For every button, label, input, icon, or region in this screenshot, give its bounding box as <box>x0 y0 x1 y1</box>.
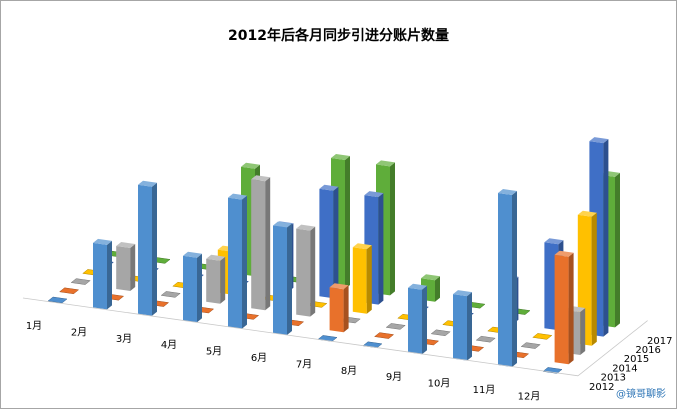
bar-2012-10月 <box>453 290 472 361</box>
bar-2012-11月 <box>498 189 517 367</box>
watermark: @镜哥聊影 <box>616 389 666 400</box>
month-label: 8月 <box>341 365 357 377</box>
bar-2012-2月 <box>93 238 112 310</box>
series-label: 2015 <box>624 354 649 365</box>
bar-2014-9月 <box>430 329 451 337</box>
series-label: 2013 <box>601 373 626 384</box>
month-label: 5月 <box>206 346 222 358</box>
month-label: 9月 <box>386 371 402 383</box>
series-label: 2017 <box>647 336 672 347</box>
month-label: 11月 <box>473 384 496 396</box>
bar-2014-8月 <box>385 323 406 330</box>
bar-2012-4月 <box>183 251 202 323</box>
bar-2014-4月 <box>206 254 226 304</box>
bar-2016-6月 <box>319 184 339 299</box>
month-label: 4月 <box>161 339 177 351</box>
bar-2014-11月 <box>520 342 541 349</box>
bar-2014-2月 <box>116 242 136 291</box>
bar-2012-5月 <box>228 193 247 329</box>
bar-2014-6月 <box>296 224 316 317</box>
month-label: 3月 <box>116 333 132 345</box>
bar-2014-10月 <box>475 335 496 343</box>
month-label: 10月 <box>428 378 451 390</box>
bar-2015-11月 <box>532 333 553 340</box>
series-label: 2014 <box>612 363 637 374</box>
bar-2015-7月 <box>352 243 372 314</box>
bar-2013-7月 <box>329 283 349 333</box>
bar-2013-12月 <box>554 250 574 365</box>
month-label: 7月 <box>296 358 312 370</box>
bar-2012-3月 <box>138 180 157 316</box>
bar-2012-6月 <box>273 221 292 335</box>
floor-right-edge <box>577 320 648 377</box>
bar-2012-9月 <box>408 283 427 355</box>
month-label: 1月 <box>26 320 42 332</box>
bar-2014-1月 <box>70 278 91 285</box>
month-label: 6月 <box>251 352 267 364</box>
chart-title: 2012年后各月同步引进分账片数量 <box>228 28 449 44</box>
series-label: 2012 <box>589 382 614 393</box>
series-label: 2016 <box>635 345 660 356</box>
month-label: 12月 <box>518 390 541 402</box>
floor-front-edge <box>22 297 579 377</box>
month-label: 2月 <box>71 326 87 338</box>
bar-2012-1月 <box>47 296 68 304</box>
bar-2014-3月 <box>160 291 181 298</box>
bar-2014-5月 <box>251 175 271 311</box>
bar-2013-8月 <box>373 332 395 339</box>
bar-2013-1月 <box>58 287 80 295</box>
